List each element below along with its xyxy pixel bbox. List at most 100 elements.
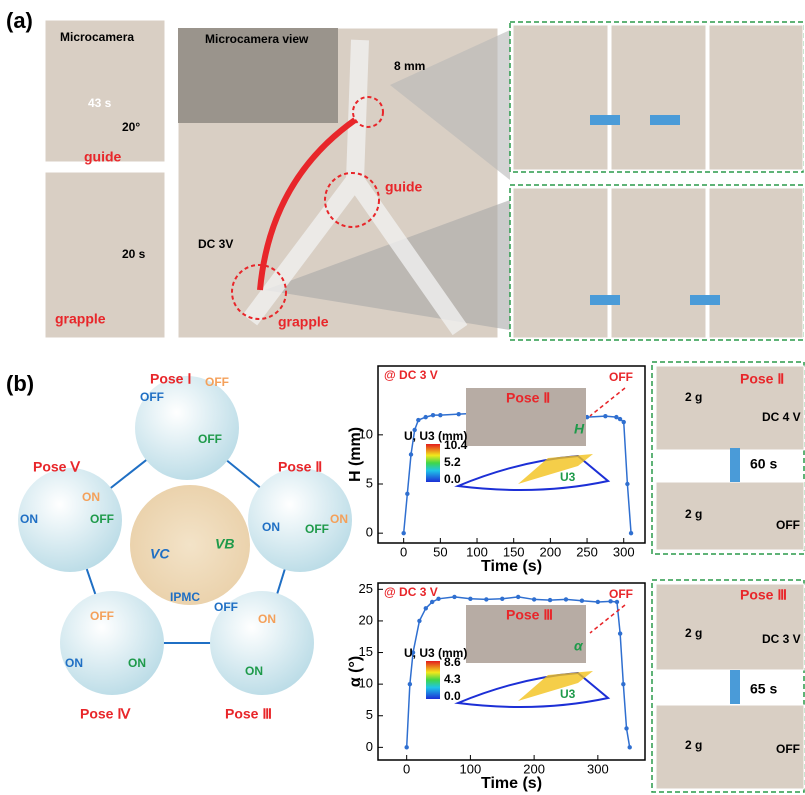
- panel-label: (a): [6, 8, 33, 33]
- data-point: [579, 598, 585, 603]
- center-label: VC: [150, 546, 170, 562]
- data-point: [412, 427, 417, 433]
- data-point: [628, 530, 634, 536]
- data-point: [617, 631, 623, 636]
- data-point: [456, 411, 461, 417]
- data-point: [621, 681, 626, 687]
- colorbar-label: 4.3: [444, 672, 461, 686]
- camera-view: [178, 28, 338, 123]
- annotation: @ DC 3 V: [384, 368, 438, 382]
- label: Microcamera: [60, 30, 134, 44]
- photo: [610, 187, 707, 339]
- x-tick-label: 100: [466, 544, 488, 559]
- frame: [651, 579, 805, 793]
- highlight: [231, 264, 287, 320]
- data-point: [624, 726, 629, 731]
- state: OFF: [205, 375, 229, 389]
- data-point: [531, 597, 537, 602]
- data-point: [423, 414, 428, 420]
- arrow: [590, 295, 620, 305]
- label: 2 g: [685, 738, 702, 752]
- pose-title: Pose Ⅳ: [80, 706, 131, 722]
- right-photos: [651, 361, 805, 793]
- inset-arrow: [589, 387, 626, 417]
- colorbar-label: 10.4: [444, 438, 468, 452]
- data-point: [563, 597, 569, 602]
- arrow: [257, 117, 357, 291]
- data-point: [407, 681, 413, 687]
- center-label: IPMC: [170, 590, 200, 604]
- x-axis-label: Time (s): [481, 558, 542, 575]
- x-tick-label: 0: [400, 544, 407, 559]
- label: 2 g: [685, 390, 702, 404]
- highlight: [352, 96, 384, 128]
- data-point: [595, 599, 601, 605]
- label: 43 s: [88, 96, 112, 110]
- annotation: OFF: [609, 370, 633, 384]
- plot-frame: [377, 582, 646, 761]
- x-tick-label: 300: [587, 761, 609, 776]
- data-point: [410, 650, 416, 655]
- data-point: [625, 481, 630, 487]
- zoom-cone: [390, 30, 510, 180]
- label: guide: [385, 179, 423, 195]
- x-tick-label: 50: [433, 544, 447, 559]
- annotation: @ DC 3 V: [384, 585, 438, 599]
- bubble: [248, 468, 352, 572]
- y-tick-label: 10: [359, 426, 373, 441]
- colorbar-label: 5.2: [444, 455, 461, 469]
- data-point: [408, 452, 414, 457]
- data-point: [614, 599, 620, 605]
- data-point: [452, 594, 457, 600]
- data-point: [404, 745, 409, 750]
- label: grapple: [55, 311, 106, 327]
- colorbar-label: 0.0: [444, 689, 461, 703]
- photo: [655, 365, 805, 451]
- photo: [44, 19, 166, 163]
- inset-label: α: [574, 638, 584, 654]
- data-point: [621, 419, 626, 425]
- center-label: VB: [215, 536, 234, 552]
- x-tick-label: 0: [403, 761, 410, 776]
- inset-photo: [466, 605, 586, 663]
- state: OFF: [90, 609, 114, 623]
- arrow: [730, 448, 740, 482]
- label: 20°: [122, 120, 140, 134]
- arrow: [650, 115, 680, 125]
- label: DC 3 V: [762, 632, 801, 646]
- photo: [512, 187, 609, 339]
- inset-label: H: [574, 421, 585, 437]
- photo: [655, 481, 805, 551]
- bubble: [60, 591, 164, 695]
- data-point: [547, 597, 553, 603]
- state: ON: [128, 656, 146, 670]
- state: OFF: [305, 522, 329, 536]
- photo: [655, 583, 805, 671]
- colorbar-label: 8.6: [444, 655, 461, 669]
- label: Pose Ⅲ: [740, 587, 787, 603]
- state: ON: [330, 512, 348, 526]
- inset-label: U3: [560, 687, 576, 701]
- mesh: [518, 454, 593, 484]
- inset-arrow: [589, 604, 626, 634]
- photo: [708, 187, 804, 339]
- y-tick-label: 20: [359, 612, 373, 627]
- colorbar: [426, 444, 440, 482]
- label: OFF: [776, 518, 800, 532]
- x-tick-label: 250: [576, 544, 598, 559]
- colorbar-title: U, U3 (mm): [404, 429, 467, 443]
- label: grapple: [278, 314, 329, 330]
- photo: [610, 24, 707, 171]
- photo: [655, 704, 805, 790]
- x-tick-label: 200: [540, 544, 562, 559]
- mesh: [454, 454, 611, 491]
- data-point: [430, 412, 436, 418]
- y-axis-label: α (°): [347, 656, 364, 687]
- y-tick-label: 10: [359, 676, 373, 691]
- colorbar-title: U, U3 (mm): [404, 646, 467, 660]
- data-point: [608, 599, 613, 604]
- label: 2 g: [685, 626, 702, 640]
- pose-title: Pose Ⅲ: [225, 706, 272, 722]
- pose-title: Pose Ⅴ: [33, 459, 80, 475]
